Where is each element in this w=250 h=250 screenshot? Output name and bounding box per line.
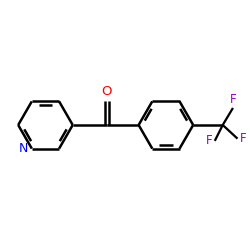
Text: O: O bbox=[102, 85, 112, 98]
Text: F: F bbox=[230, 93, 236, 106]
Text: N: N bbox=[19, 142, 28, 155]
Text: F: F bbox=[240, 132, 246, 145]
Text: F: F bbox=[206, 134, 212, 147]
